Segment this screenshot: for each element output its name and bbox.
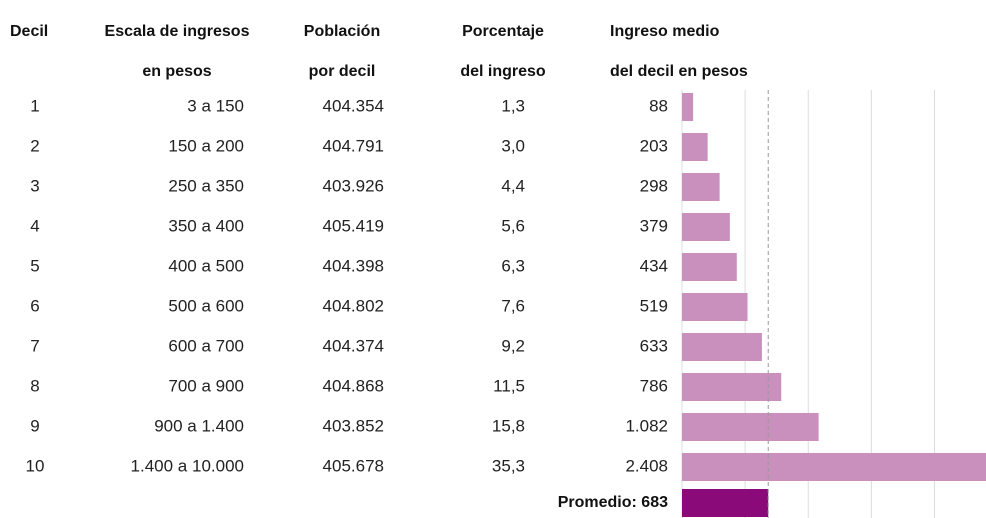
column-header: del decil en pesos [610,63,748,80]
value-label: 434 [640,256,668,275]
table-cell: 2 [30,136,39,155]
table-cell: 35,3 [492,456,525,475]
table-cell: 404.374 [323,336,384,355]
table-cell: 6,3 [501,256,525,275]
value-label: 298 [640,176,668,195]
table-cell: 7 [30,336,39,355]
column-header: Escala de ingresos [105,23,250,40]
table-cell: 8 [30,376,39,395]
column-header: Decil [10,23,48,40]
table-cell: 11,5 [493,376,525,395]
average-bar [682,489,769,517]
table-cell: 5 [30,256,39,275]
column-header: por decil [309,63,376,80]
value-label: 88 [649,96,668,115]
table-cell: 404.802 [323,296,384,315]
column-header: del ingreso [460,63,546,80]
bar [682,413,819,441]
table-cell: 10 [26,456,45,475]
column-header: Ingreso medio [610,23,720,40]
table-cell: 15,8 [492,416,525,435]
value-label: 379 [640,216,668,235]
bar [682,253,737,281]
table-cell: 404.398 [323,256,384,275]
average-label: Promedio: 683 [558,494,668,511]
table-cell: 5,6 [501,216,525,235]
table-cell: 9 [30,416,39,435]
value-label: 633 [640,336,668,355]
table-cell: 405.678 [323,456,384,475]
table-cell: 400 a 500 [168,256,244,275]
value-label: 519 [640,296,668,315]
value-label: 2.408 [625,456,668,475]
table-cell: 700 a 900 [168,376,244,395]
table-cell: 250 a 350 [168,176,244,195]
bar [682,333,762,361]
bar [682,133,708,161]
value-label: 786 [640,376,668,395]
table-cell: 1.400 a 10.000 [131,456,244,475]
table-cell: 404.791 [323,136,384,155]
table-cell: 1 [30,96,39,115]
bar [682,213,730,241]
table-cell: 9,2 [501,336,525,355]
table-cell: 3 a 150 [187,96,244,115]
table-cell: 3,0 [501,136,525,155]
value-label: 1.082 [625,416,668,435]
column-header: Porcentaje [462,23,544,40]
table-cell: 405.419 [323,216,384,235]
table-cell: 1,3 [501,96,525,115]
value-label: 203 [640,136,668,155]
table-cell: 6 [30,296,39,315]
table-cell: 350 a 400 [168,216,244,235]
bar [682,173,720,201]
table-cell: 3 [30,176,39,195]
bar [682,293,748,321]
table-cell: 403.852 [323,416,384,435]
table-cell: 600 a 700 [168,336,244,355]
table-cell: 4,4 [501,176,525,195]
bar [682,453,986,481]
bar [682,373,782,401]
column-header: Población [304,23,380,40]
table-cell: 7,6 [501,296,525,315]
table-cell: 404.354 [323,96,384,115]
table-cell: 403.926 [323,176,384,195]
table-cell: 900 a 1.400 [154,416,244,435]
table-cell: 404.868 [323,376,384,395]
column-header: en pesos [142,63,211,80]
table-cell: 500 a 600 [168,296,244,315]
table-cell: 150 a 200 [168,136,244,155]
table-cell: 4 [30,216,39,235]
bar [682,93,694,121]
